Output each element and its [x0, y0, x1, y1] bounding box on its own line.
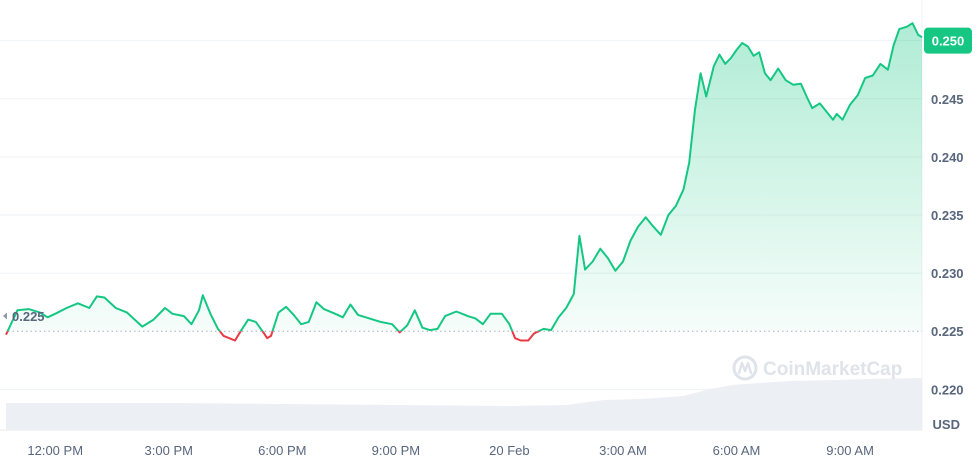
x-tick-label: 3:00 PM: [145, 443, 193, 456]
price-line-up: [6, 22, 923, 332]
current-price-label: 0.250: [932, 34, 965, 49]
volume-area: [6, 378, 922, 430]
watermark-text: CoinMarketCap: [763, 359, 902, 380]
price-line: [5, 22, 923, 342]
x-tick-label: 12:00 PM: [27, 443, 83, 456]
reference-marker: 0.225: [3, 309, 45, 324]
y-tick-label: 0.225: [931, 324, 964, 339]
y-tick-label: 0.235: [931, 208, 964, 223]
x-tick-label: 9:00 PM: [372, 443, 420, 456]
x-axis: 12:00 PM 3:00 PM 6:00 PM 9:00 PM 20 Feb 3:00 …: [27, 443, 874, 456]
current-price-badge-bg: [924, 27, 972, 54]
volume-shape: [6, 378, 922, 430]
x-tick-label: 20 Feb: [489, 443, 529, 456]
x-tick-label: 6:00 PM: [258, 443, 306, 456]
unit-label: USD: [933, 417, 960, 432]
y-tick-label: 0.245: [931, 92, 964, 107]
price-area-fill: [6, 23, 922, 332]
y-axis: 0.220 0.225 0.230 0.235 0.240 0.245: [931, 92, 964, 398]
y-tick-label: 0.230: [931, 266, 964, 281]
price-area: [6, 23, 922, 332]
price-line-down: [5, 331, 542, 342]
watermark: CoinMarketCap: [732, 355, 902, 381]
x-tick-label: 3:00 AM: [599, 443, 647, 456]
reference-arrow-icon: [3, 312, 7, 320]
y-tick-label: 0.240: [931, 150, 964, 165]
x-tick-label: 6:00 AM: [713, 443, 761, 456]
x-tick-label: 9:00 AM: [826, 443, 874, 456]
reference-label: 0.225: [12, 309, 45, 324]
y-tick-label: 0.220: [931, 382, 964, 397]
coinmarketcap-logo-icon: [732, 355, 758, 381]
current-price-badge: 0.250: [924, 27, 972, 54]
